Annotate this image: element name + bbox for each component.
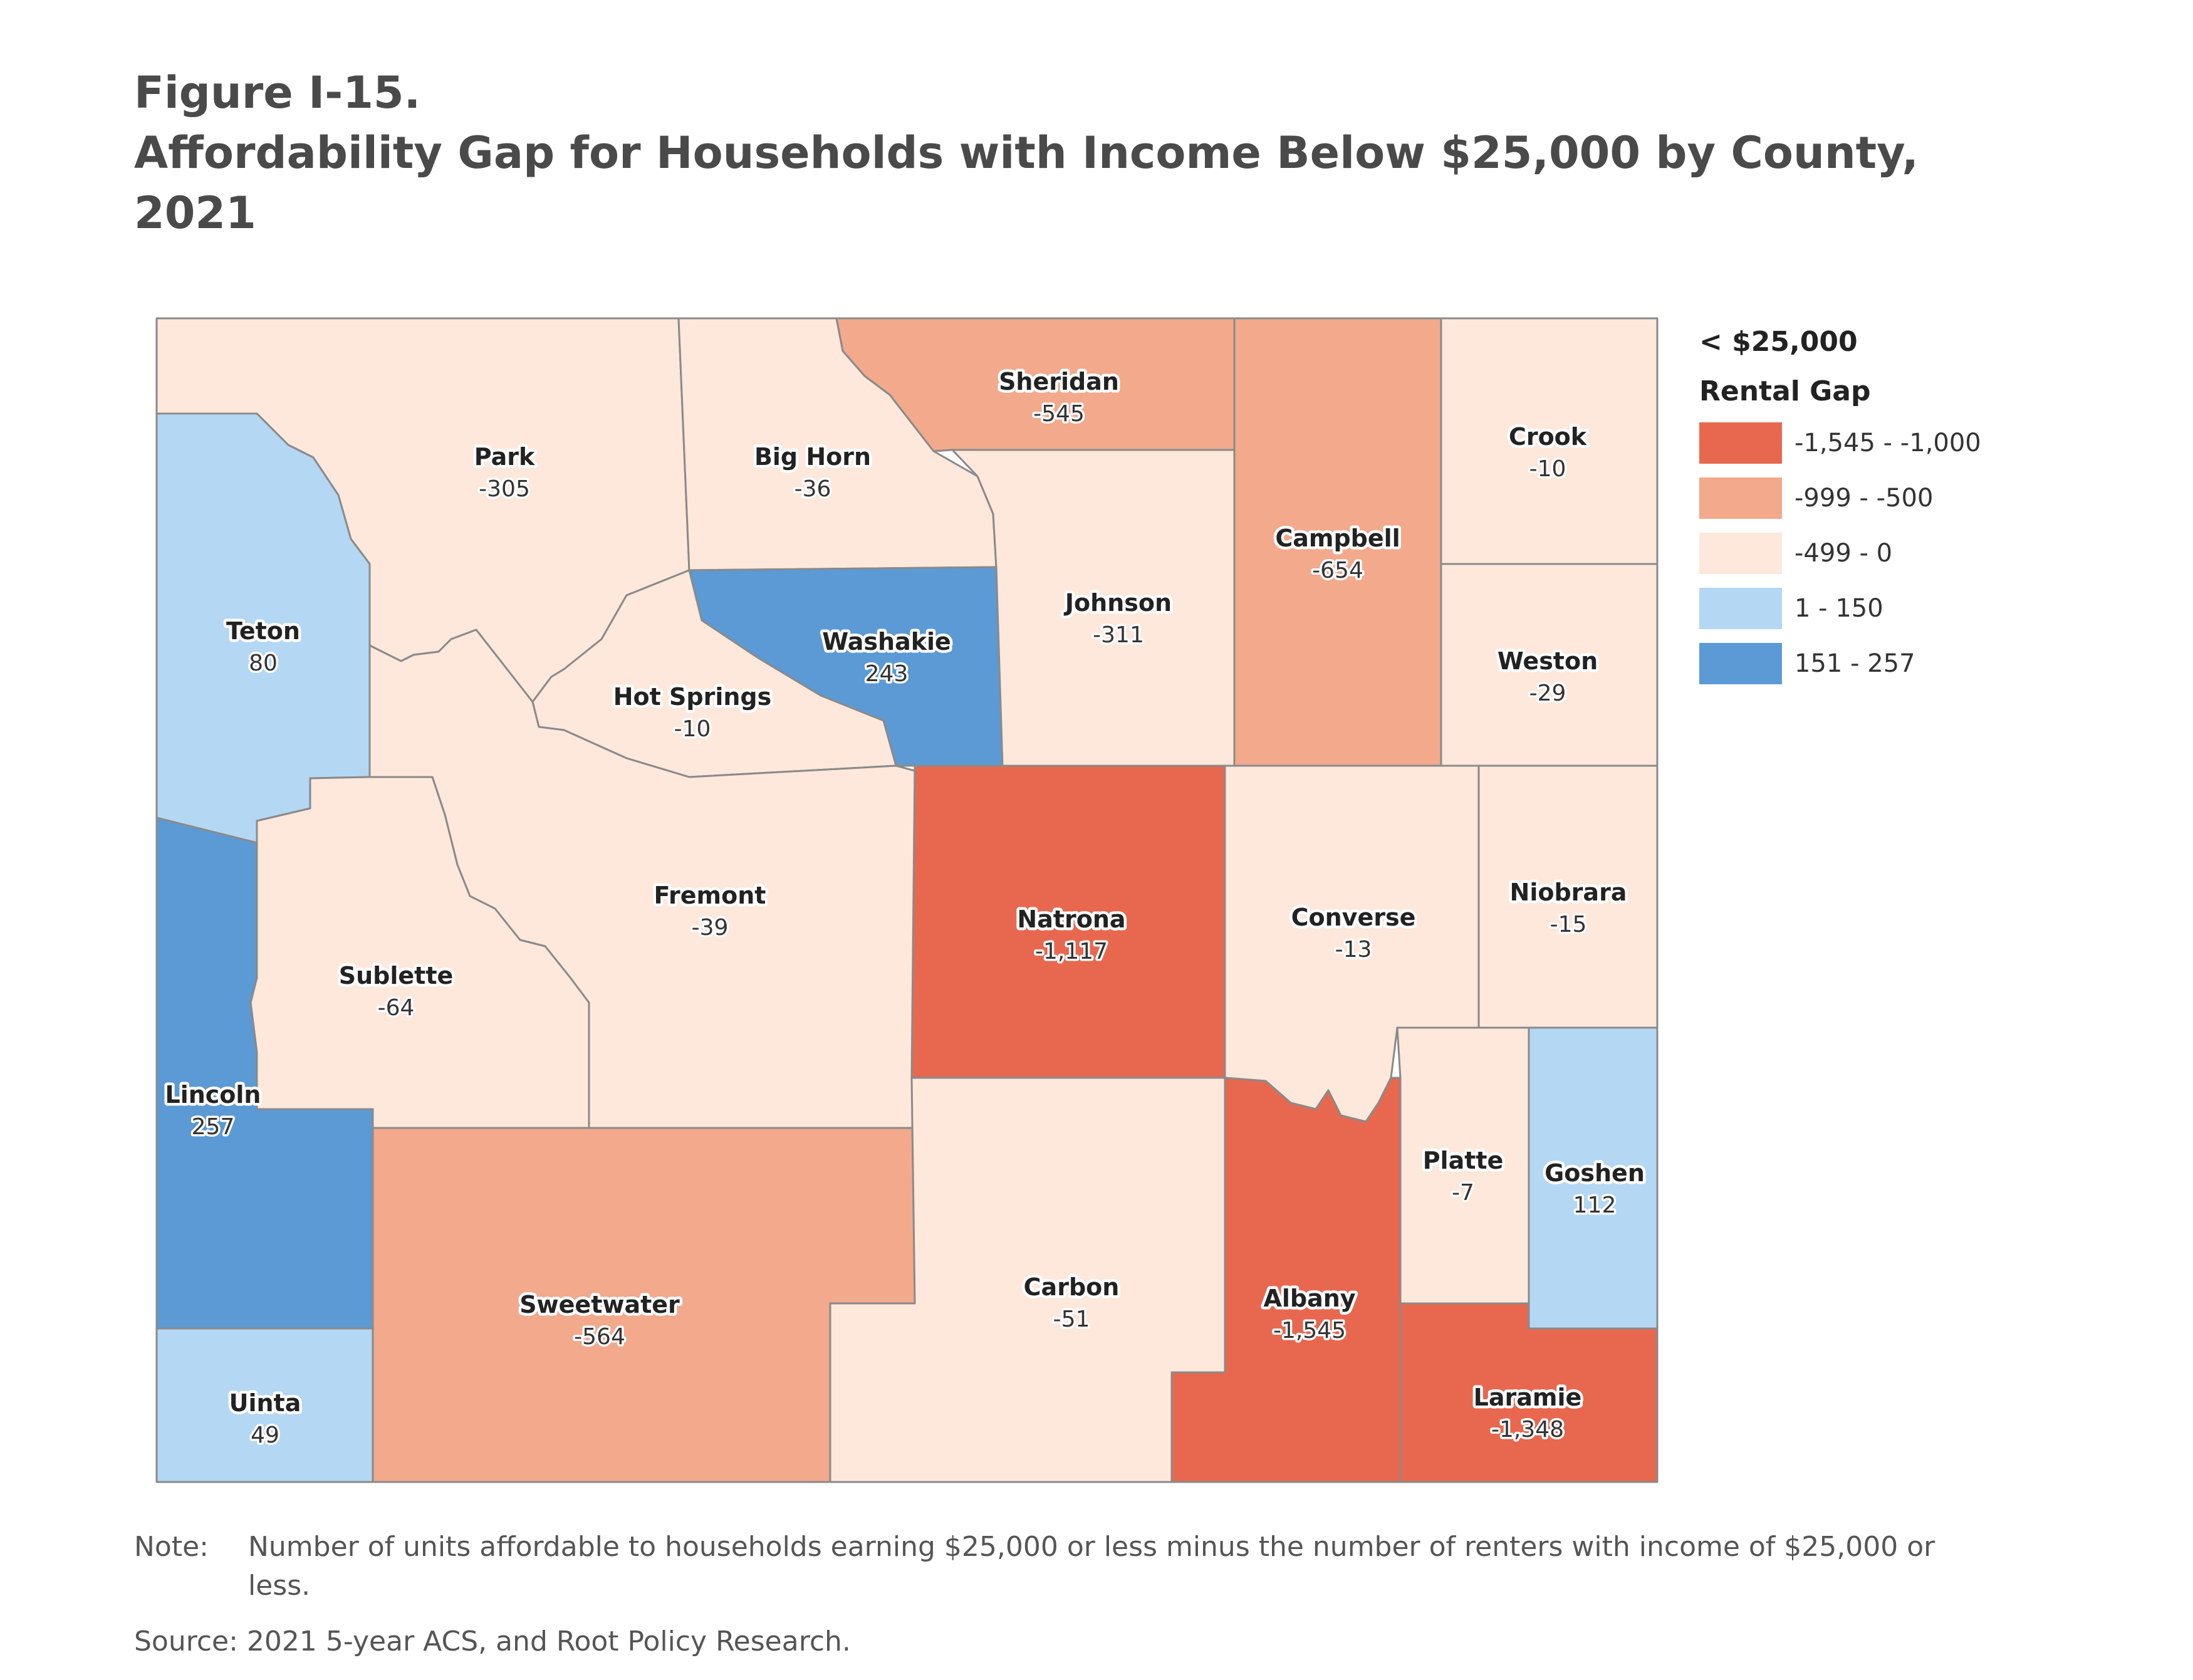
figure-number: Figure I-15. [134, 67, 421, 118]
county-name-lincoln: Lincoln [165, 1081, 261, 1109]
county-value-hot-springs: -10 [674, 716, 711, 742]
county-value-carbon: -51 [1053, 1307, 1090, 1332]
figure-title-line2: 2021 [134, 187, 256, 239]
figure-source: Source: 2021 5-year ACS, and Root Policy… [134, 1625, 851, 1657]
county-value-laramie: -1,348 [1491, 1417, 1564, 1443]
legend-swatch [1699, 643, 1782, 684]
legend-swatch [1699, 588, 1782, 629]
legend-item: -999 - -500 [1699, 477, 2013, 519]
map-legend: < $25,000 Rental Gap -1,545 - -1,000 -99… [1699, 326, 2013, 698]
county-johnson[interactable] [951, 449, 1236, 767]
county-value-fremont: -39 [692, 915, 729, 941]
legend-label: -1,545 - -1,000 [1795, 429, 1981, 457]
legend-item: -1,545 - -1,000 [1699, 422, 2013, 464]
county-name-johnson: Johnson [1063, 589, 1172, 617]
legend-swatch [1699, 477, 1782, 519]
county-value-natrona: -1,117 [1035, 939, 1108, 964]
county-name-big-horn: Big Horn [754, 443, 871, 471]
county-albany[interactable] [1170, 1077, 1402, 1483]
county-name-albany: Albany [1263, 1285, 1355, 1312]
county-name-carbon: Carbon [1024, 1273, 1120, 1301]
county-name-platte: Platte [1423, 1147, 1504, 1174]
county-name-natrona: Natrona [1017, 905, 1125, 933]
county-value-lincoln: 257 [192, 1114, 235, 1140]
legend-item: -499 - 0 [1699, 533, 2013, 574]
legend-title: < $25,000 [1699, 326, 1858, 358]
county-value-platte: -7 [1452, 1180, 1474, 1206]
county-name-washakie: Washakie [822, 628, 951, 655]
county-value-albany: -1,545 [1273, 1318, 1346, 1343]
county-value-uinta: 49 [251, 1422, 279, 1448]
note-text: Number of units affordable to households… [248, 1531, 1935, 1602]
legend-label: 1 - 150 [1795, 594, 1883, 623]
county-value-sweetwater: -564 [574, 1324, 625, 1350]
county-value-sheridan: -545 [1033, 401, 1085, 427]
county-name-uinta: Uinta [229, 1389, 301, 1417]
county-value-niobrara: -15 [1550, 912, 1587, 937]
county-value-weston: -29 [1529, 681, 1566, 706]
county-value-goshen: 112 [1573, 1192, 1617, 1218]
county-name-hot-springs: Hot Springs [613, 683, 772, 711]
county-value-crook: -10 [1529, 456, 1566, 482]
county-value-washakie: 243 [865, 661, 909, 687]
legend-label: -499 - 0 [1795, 539, 1893, 568]
legend-subtitle: Rental Gap [1699, 375, 1871, 407]
county-name-converse: Converse [1291, 904, 1416, 931]
county-name-sublette: Sublette [339, 962, 454, 989]
legend-label: -999 - -500 [1795, 484, 1934, 513]
county-name-laramie: Laramie [1474, 1384, 1582, 1411]
county-name-sheridan: Sheridan [999, 368, 1119, 395]
county-name-weston: Weston [1498, 647, 1598, 675]
county-name-niobrara: Niobrara [1510, 879, 1627, 906]
figure-title-line1: Affordability Gap for Households with In… [134, 127, 1919, 179]
county-name-goshen: Goshen [1544, 1159, 1645, 1187]
figure-heading: Figure I-15. Affordability Gap for House… [134, 63, 2014, 243]
county-name-fremont: Fremont [654, 882, 766, 909]
note-label: Note: [134, 1531, 209, 1563]
county-laramie[interactable] [1399, 1302, 1659, 1483]
county-name-park: Park [474, 443, 535, 471]
county-value-sublette: -64 [378, 995, 415, 1021]
legend-label: 151 - 257 [1795, 649, 1915, 678]
county-name-teton: Teton [226, 617, 300, 645]
county-value-park: -305 [479, 476, 530, 502]
county-value-big-horn: -36 [794, 476, 831, 502]
legend-swatch [1699, 422, 1782, 464]
county-value-campbell: -654 [1312, 558, 1363, 583]
legend-item: 1 - 150 [1699, 588, 2013, 629]
legend-swatch [1699, 533, 1782, 574]
county-value-converse: -13 [1335, 937, 1372, 963]
county-name-campbell: Campbell [1275, 524, 1400, 552]
legend-item: 151 - 257 [1699, 643, 2013, 684]
county-value-teton: 80 [249, 650, 278, 676]
county-name-crook: Crook [1509, 423, 1587, 451]
county-value-johnson: -311 [1093, 622, 1144, 648]
county-uinta[interactable] [155, 1327, 374, 1483]
figure-note: Note: Number of units affordable to hous… [134, 1528, 1951, 1605]
county-name-sweetwater: Sweetwater [519, 1291, 680, 1318]
